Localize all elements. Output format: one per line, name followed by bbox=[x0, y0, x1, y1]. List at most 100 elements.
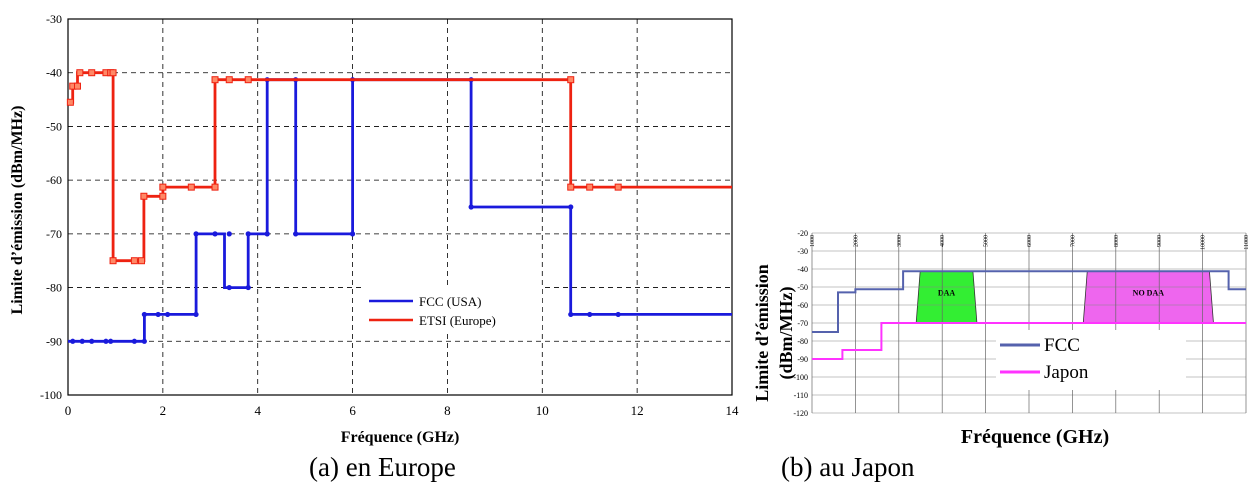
chart-b-series-line-japon bbox=[812, 322, 1246, 360]
chart-b-series-line-fcc bbox=[812, 270, 1246, 333]
chart-b-y-axis-title-line1: Limite d’émission bbox=[752, 264, 772, 402]
chart-a-point-fcc bbox=[155, 311, 161, 318]
chart-b-japan: DAA NO DAA -20 -30 -40 -50 -60 -70 -80 -90 -100 -1… bbox=[752, 229, 1250, 448]
chart-b-x-tick-label: 4000 bbox=[940, 235, 946, 247]
chart-b-x-tick-label: 3000 bbox=[897, 235, 903, 247]
chart-a-point-etsi bbox=[567, 183, 575, 191]
chart-b-x-tick-label: 2000 bbox=[853, 235, 859, 247]
chart-a-point-fcc bbox=[193, 311, 199, 318]
chart-a-point-fcc bbox=[141, 311, 147, 318]
chart-a-point-etsi bbox=[244, 76, 252, 84]
chart-a-point-fcc bbox=[349, 231, 356, 237]
chart-a-point-fcc bbox=[615, 311, 621, 318]
chart-a-x-tick-label: 6 bbox=[349, 403, 356, 418]
chart-a-point-etsi bbox=[130, 257, 138, 265]
chart-a-point-etsi bbox=[76, 69, 84, 77]
chart-a-y-tick-label: -60 bbox=[46, 173, 62, 187]
chart-a-point-fcc bbox=[245, 231, 251, 237]
chart-a-legend: FCC (USA) ETSI (Europe) bbox=[362, 286, 542, 332]
chart-b-x-tick-label: 6000 bbox=[1027, 235, 1033, 247]
chart-b-x-tick-label: 8000 bbox=[1114, 235, 1120, 247]
chart-a-point-fcc bbox=[568, 311, 574, 318]
chart-a-x-axis-title: Fréquence (GHz) bbox=[341, 429, 460, 446]
chart-b-band-label-no-daa: NO DAA bbox=[1133, 288, 1165, 297]
chart-a-y-tick-label: -70 bbox=[46, 227, 62, 241]
chart-b-x-tick-label: 7000 bbox=[1070, 235, 1076, 247]
chart-a-y-tick-label: -80 bbox=[46, 281, 62, 295]
chart-a-series bbox=[66, 69, 732, 344]
chart-b-legend: FCC Japon bbox=[996, 330, 1186, 390]
chart-b-y-tick-label: -80 bbox=[797, 337, 808, 346]
chart-a-plot-area bbox=[67, 18, 733, 396]
chart-b-legend-label-fcc: FCC bbox=[1044, 335, 1080, 356]
chart-a-point-etsi bbox=[88, 69, 96, 77]
chart-a-point-fcc bbox=[103, 338, 109, 344]
chart-a-point-fcc bbox=[79, 338, 85, 344]
chart-b-legend-label-japon: Japon bbox=[1044, 362, 1089, 383]
chart-b-band-label-daa: DAA bbox=[938, 288, 956, 297]
chart-b-y-tick-label: -70 bbox=[797, 319, 808, 328]
chart-a-point-etsi bbox=[211, 183, 219, 191]
chart-a-point-etsi bbox=[66, 98, 74, 106]
chart-a-point-etsi bbox=[140, 192, 148, 200]
chart-b-y-tick-label: -20 bbox=[797, 229, 808, 238]
chart-a-point-etsi bbox=[211, 76, 219, 84]
chart-a-point-fcc bbox=[245, 284, 251, 291]
chart-a-y-tick-label: -50 bbox=[46, 119, 62, 133]
chart-a-point-fcc bbox=[108, 338, 114, 344]
chart-a-series-line-fcc bbox=[68, 78, 732, 343]
chart-a-point-fcc bbox=[264, 231, 270, 237]
chart-a-point-fcc bbox=[226, 231, 232, 237]
chart-a-point-etsi bbox=[567, 76, 575, 84]
chart-a-x-tick-label: 10 bbox=[536, 403, 549, 418]
chart-a-x-tick-label: 14 bbox=[726, 403, 740, 418]
chart-a-point-etsi bbox=[159, 183, 167, 191]
chart-b-x-tick-label: 1000 bbox=[810, 235, 816, 247]
chart-a-x-tick-label: 8 bbox=[444, 403, 451, 418]
chart-a-x-tick-label: 0 bbox=[65, 403, 72, 418]
chart-a-y-tick-label: -90 bbox=[46, 334, 62, 348]
chart-a-point-etsi bbox=[138, 257, 146, 265]
chart-b-tick-labels: -20 -30 -40 -50 -60 -70 -80 -90 -100 -110 -120 1000… bbox=[793, 229, 1250, 418]
chart-a-point-fcc bbox=[212, 231, 218, 237]
chart-a-point-etsi bbox=[109, 257, 117, 265]
caption-b: (b) au Japon bbox=[781, 452, 915, 482]
chart-a-point-fcc bbox=[587, 311, 593, 318]
chart-b-x-axis-title: Fréquence (GHz) bbox=[961, 426, 1109, 448]
chart-a-y-tick-label: -30 bbox=[46, 12, 62, 26]
chart-a-point-etsi bbox=[159, 192, 167, 200]
chart-a-point-fcc bbox=[468, 204, 474, 210]
chart-b-y-tick-label: -40 bbox=[797, 265, 808, 274]
chart-a-point-etsi bbox=[73, 82, 81, 90]
chart-a-point-etsi bbox=[225, 76, 233, 84]
chart-b-y-tick-label: -30 bbox=[797, 247, 808, 256]
chart-a-point-etsi bbox=[586, 183, 594, 191]
chart-a-point-fcc bbox=[293, 231, 299, 237]
chart-a-point-fcc bbox=[193, 231, 199, 237]
chart-b-y-tick-label: -120 bbox=[793, 409, 808, 418]
chart-a-point-fcc bbox=[131, 338, 137, 344]
chart-a-legend-label-etsi: ETSI (Europe) bbox=[419, 313, 496, 328]
chart-a-point-fcc bbox=[568, 204, 574, 210]
chart-b-x-tick-label: 9000 bbox=[1157, 235, 1163, 247]
chart-a-point-etsi bbox=[109, 69, 117, 77]
caption-a: (a) en Europe bbox=[309, 452, 456, 482]
chart-a-y-tick-label: -40 bbox=[46, 66, 62, 80]
chart-a-point-fcc bbox=[141, 338, 147, 344]
chart-a-point-etsi bbox=[187, 183, 195, 191]
chart-a-y-tick-label: -100 bbox=[40, 388, 62, 402]
chart-a-x-tick-label: 12 bbox=[631, 403, 644, 418]
chart-a-y-axis-title: Limite d’émission (dBm/MHz) bbox=[9, 106, 26, 315]
chart-a-point-fcc bbox=[165, 311, 171, 318]
chart-a-europe: 0 2 4 6 8 10 12 14 -100 -90 -80 -70 -60 -50 -40 -30 FCC… bbox=[9, 12, 739, 446]
chart-a-point-fcc bbox=[70, 338, 76, 344]
chart-b-y-tick-label: -110 bbox=[794, 391, 808, 400]
chart-b-x-tick-label: 5000 bbox=[984, 235, 990, 247]
chart-a-x-tick-label: 4 bbox=[254, 403, 261, 418]
chart-b-x-tick-label: 10000 bbox=[1201, 235, 1207, 250]
chart-a-x-tick-label: 2 bbox=[160, 403, 167, 418]
chart-b-legend-box bbox=[996, 330, 1186, 390]
chart-a-tick-labels: 0 2 4 6 8 10 12 14 -100 -90 -80 -70 -60 -50 -40 -30 bbox=[40, 12, 739, 418]
chart-b-y-tick-label: -60 bbox=[797, 301, 808, 310]
